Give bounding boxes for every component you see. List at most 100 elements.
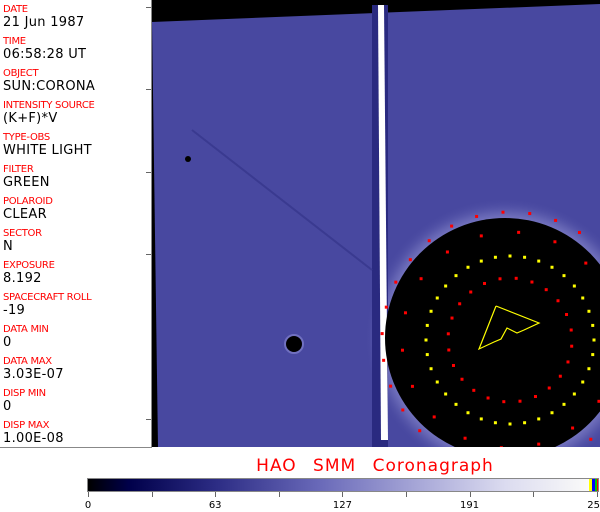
- field-spacecraft-roll: SPACECRAFT ROLL -19: [3, 292, 92, 319]
- red-grid-dot: [533, 395, 537, 399]
- field-label: DATA MAX: [3, 356, 52, 367]
- red-grid-dot: [553, 240, 557, 244]
- yellow-grid-dot: [591, 353, 595, 357]
- red-grid-dot: [419, 277, 423, 281]
- colorbar-tick: [278, 492, 280, 497]
- colorbar-blue-swatch: [592, 479, 595, 491]
- field-date: DATE 21 Jun 1987: [3, 4, 85, 31]
- yellow-grid-dot: [508, 422, 512, 426]
- colorbar-tick: [215, 492, 217, 497]
- red-grid-dot: [475, 214, 479, 218]
- red-grid-dot: [427, 239, 431, 243]
- red-grid-dot: [514, 276, 518, 280]
- red-grid-dot: [569, 328, 573, 332]
- yellow-grid-dot: [454, 402, 458, 406]
- field-label: TYPE-OBS: [3, 132, 50, 143]
- field-disp-min: DISP MIN 0: [3, 388, 46, 415]
- axis-tick: [146, 7, 151, 8]
- dust-spot: [284, 334, 304, 354]
- axis-tick: [146, 172, 151, 173]
- red-grid-dot: [498, 277, 502, 281]
- red-grid-dot: [380, 332, 384, 336]
- yellow-grid-dot: [435, 380, 439, 384]
- red-grid-dot: [394, 280, 398, 284]
- red-grid-dot: [530, 280, 534, 284]
- yellow-grid-dot: [425, 323, 429, 327]
- field-value: 1.00E-08: [3, 431, 64, 446]
- axis-tick: [146, 419, 151, 420]
- field-value: (K+F)*V: [3, 111, 58, 126]
- red-grid-dot: [463, 436, 467, 440]
- field-value: 8.192: [3, 271, 42, 286]
- red-grid-dot: [486, 396, 490, 400]
- yellow-grid-dot: [429, 309, 433, 313]
- yellow-grid-dot: [508, 254, 512, 258]
- instrument-title: HAO SMM Coronagraph: [256, 456, 494, 476]
- yellow-grid-dot: [587, 367, 591, 371]
- red-grid-dot: [554, 218, 558, 222]
- yellow-grid-dot: [493, 421, 497, 425]
- field-value: -19: [3, 303, 26, 318]
- red-grid-dot: [570, 344, 574, 348]
- yellow-grid-dot: [444, 392, 448, 396]
- red-grid-dot: [479, 234, 483, 238]
- red-grid-dot: [565, 313, 569, 317]
- red-grid-dot: [483, 281, 487, 285]
- field-value: 21 Jun 1987: [3, 15, 85, 30]
- colorbar-tick: [88, 492, 89, 497]
- field-value: 0: [3, 399, 12, 414]
- red-grid-dot: [384, 305, 388, 309]
- red-grid-dot: [584, 261, 588, 265]
- red-grid-dot: [400, 348, 404, 352]
- red-grid-dot: [577, 230, 581, 234]
- colorbar-tick-label: 63: [208, 500, 222, 511]
- yellow-grid-dot: [550, 411, 554, 415]
- dust-spot: [185, 156, 191, 162]
- red-grid-dot: [450, 224, 454, 228]
- red-grid-dot: [382, 358, 386, 362]
- yellow-grid-dot: [425, 353, 429, 357]
- yellow-grid-dot: [591, 323, 595, 327]
- red-grid-dot: [499, 446, 503, 450]
- yellow-grid-dot: [587, 309, 591, 313]
- colorbar-green-swatch: [595, 479, 597, 491]
- red-grid-dot: [403, 311, 407, 315]
- red-grid-dot: [401, 408, 405, 412]
- header-info-panel: DATE 21 Jun 1987 TIME 06:58:28 UT OBJECT SUN:…: [0, 0, 152, 448]
- yellow-grid-dot: [581, 296, 585, 300]
- red-grid-dot: [501, 210, 505, 214]
- field-label: POLAROID: [3, 196, 53, 207]
- yellow-grid-dot: [429, 367, 433, 371]
- yellow-grid-dot: [562, 274, 566, 278]
- field-sector: SECTOR N: [3, 228, 42, 255]
- field-label: DATA MIN: [3, 324, 49, 335]
- yellow-grid-dot: [537, 417, 541, 421]
- field-value: N: [3, 239, 14, 254]
- yellow-grid-dot: [550, 265, 554, 269]
- red-grid-dot: [408, 258, 412, 262]
- field-label: OBJECT: [3, 68, 39, 79]
- red-grid-dot: [450, 316, 454, 320]
- field-value: CLEAR: [3, 207, 47, 222]
- red-grid-dot: [556, 299, 560, 303]
- field-type-obs: TYPE-OBS WHITE LIGHT: [3, 132, 92, 159]
- field-exposure: EXPOSURE 8.192: [3, 260, 55, 287]
- field-disp-max: DISP MAX 1.00E-08: [3, 420, 64, 447]
- yellow-grid-dot: [562, 402, 566, 406]
- red-grid-dot: [418, 429, 422, 433]
- red-grid-dot: [502, 400, 506, 404]
- yellow-grid-dot: [454, 274, 458, 278]
- field-data-max: DATA MAX 3.03E-07: [3, 356, 64, 383]
- yellow-grid-dot: [424, 338, 428, 342]
- yellow-grid-dot: [466, 265, 470, 269]
- streak-line: [191, 129, 373, 271]
- field-data-min: DATA MIN 0: [3, 324, 49, 351]
- red-grid-dot: [445, 250, 449, 254]
- yellow-grid-dot: [479, 259, 483, 263]
- red-grid-dot: [528, 212, 532, 216]
- yellow-grid-dot: [523, 421, 527, 425]
- yellow-grid-dot: [537, 259, 541, 263]
- red-grid-dot: [446, 332, 450, 336]
- yellow-grid-dot: [444, 284, 448, 288]
- red-grid-dot: [597, 399, 600, 403]
